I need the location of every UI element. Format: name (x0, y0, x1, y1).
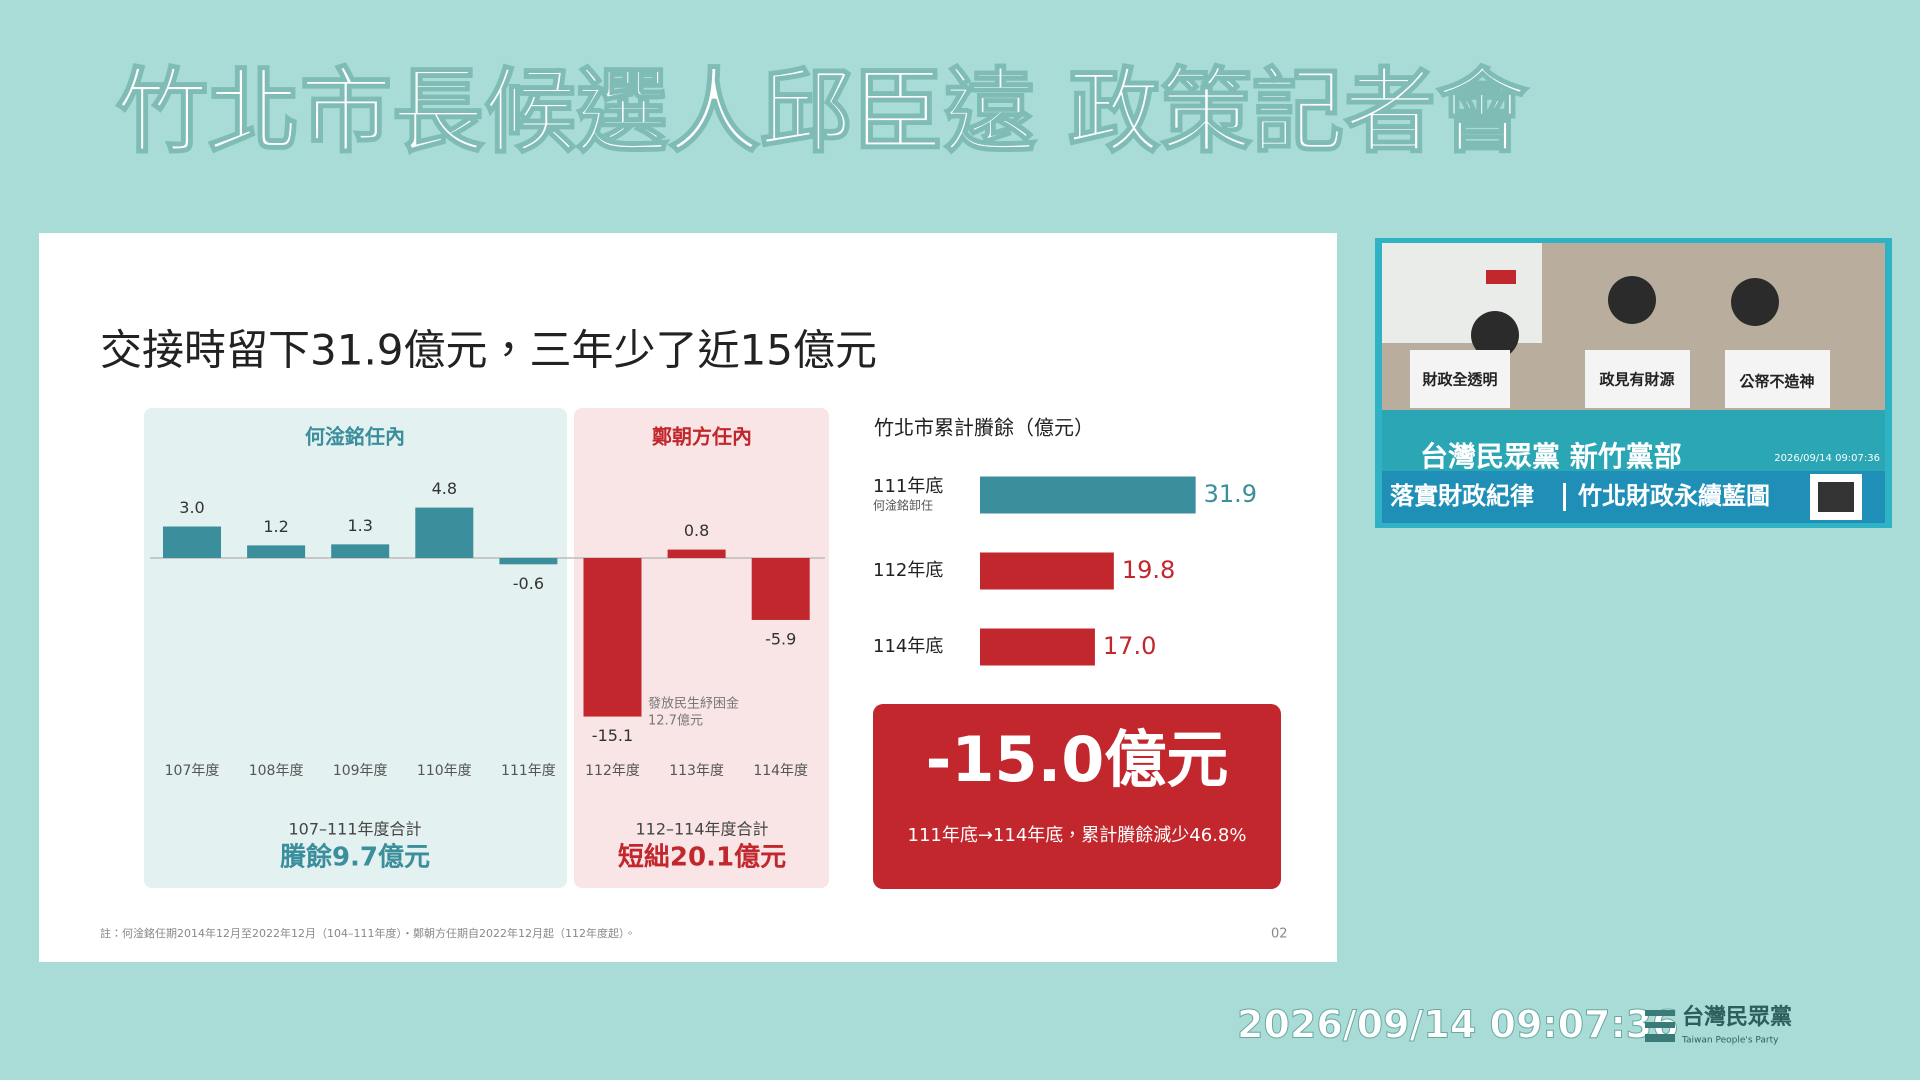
bar (980, 552, 1114, 590)
video-timestamp: 2026/09/14 09:07:36 (1774, 453, 1880, 464)
x-tick-label: 114年度 (753, 763, 808, 779)
person (1731, 278, 1779, 326)
category-note: 何淦銘卸任 (873, 498, 933, 513)
panel-label: 何淦銘任內 (305, 425, 405, 449)
page-number: 02 (1271, 927, 1288, 942)
y-tick-label: 111年底 (873, 476, 943, 497)
value-label: 31.9 (1204, 480, 1257, 508)
x-tick-label: 111年度 (501, 763, 556, 779)
bar (331, 544, 390, 558)
person (1608, 276, 1656, 324)
value-label: 1.3 (347, 516, 372, 535)
bar (163, 526, 221, 558)
total-value: 短絀20.1億元 (618, 842, 786, 873)
video-banner (1382, 471, 1885, 523)
value-label: 17.0 (1103, 632, 1156, 660)
x-tick-label: 112年度 (585, 763, 640, 779)
banner-divider (1563, 483, 1566, 511)
y-tick-label: 114年底 (873, 636, 943, 657)
bar (415, 507, 474, 558)
logo-subtext: Taiwan People's Party (1681, 1036, 1779, 1046)
callout-value: -15.0億元 (926, 723, 1229, 796)
person (1471, 311, 1519, 359)
video-screen-box (1486, 270, 1516, 284)
panel (574, 408, 829, 888)
value-label: 4.8 (432, 479, 457, 498)
total-value: 賸餘9.7億元 (280, 842, 430, 873)
bar (980, 628, 1095, 666)
sign (1585, 350, 1690, 408)
total-label: 112–114年度合計 (635, 820, 768, 839)
x-tick-label: 113年度 (669, 763, 724, 779)
video-screen (1382, 243, 1542, 343)
logo-mark (1645, 1010, 1675, 1016)
annotation: 發放民生紓困金 (648, 696, 739, 712)
footnote: 註：何淦銘任期2014年12月至2022年12月（104–111年度）・鄭朝方任… (100, 926, 635, 940)
value-label: 1.2 (263, 517, 288, 536)
bar (667, 549, 726, 558)
bar (583, 558, 642, 717)
x-tick-label: 107年度 (165, 763, 220, 779)
x-tick-label: 109年度 (333, 763, 388, 779)
logo-mark (1645, 1034, 1675, 1042)
value-label: 3.0 (179, 498, 204, 517)
panel-label: 鄭朝方任內 (652, 425, 752, 449)
x-tick-label: 110年度 (417, 763, 472, 779)
total-label: 107–111年度合計 (288, 820, 421, 839)
bar (247, 545, 306, 558)
x-tick-label: 108年度 (249, 763, 304, 779)
value-label: 19.8 (1122, 556, 1175, 584)
video-backdrop: 台灣民眾黨 新竹黨部 (1420, 440, 1682, 473)
chart-title: 竹北市累計賸餘（億元） (874, 416, 1094, 440)
footer-timestamp: 2026/09/14 09:07:36 (1237, 1003, 1679, 1047)
value-label: -5.9 (765, 629, 796, 648)
y-tick-label: 112年底 (873, 560, 943, 581)
sign-text: 財政全透明 (1421, 371, 1497, 389)
sign-text: 公帑不造神 (1739, 373, 1814, 391)
callout-box (873, 704, 1281, 889)
qr-code-pattern (1818, 482, 1854, 512)
value-label: -15.1 (592, 726, 633, 745)
main-title: 竹北市長候選人邱臣遠 政策記者會 (116, 58, 1529, 165)
sign (1725, 350, 1830, 408)
sign (1410, 350, 1510, 408)
value-label: 0.8 (684, 521, 709, 540)
banner-text: 落實財政紀律 (1390, 482, 1534, 510)
banner-text: 竹北財政永續藍圖 (1577, 482, 1770, 510)
bar (499, 558, 558, 565)
slide-heading: 交接時留下31.9億元，三年少了近15億元 (100, 326, 877, 375)
callout-text: 111年底→114年底，累計賸餘減少46.8% (908, 825, 1247, 846)
bar (751, 558, 810, 620)
panel (144, 408, 567, 888)
value-label: -0.6 (513, 574, 544, 593)
logo-text: 台灣民眾黨 (1682, 1004, 1792, 1030)
logo-mark (1645, 1022, 1675, 1028)
bar (980, 476, 1196, 514)
video-table-banner (1382, 410, 1885, 472)
annotation: 12.7億元 (648, 713, 703, 729)
sign-text: 政見有財源 (1599, 371, 1674, 389)
